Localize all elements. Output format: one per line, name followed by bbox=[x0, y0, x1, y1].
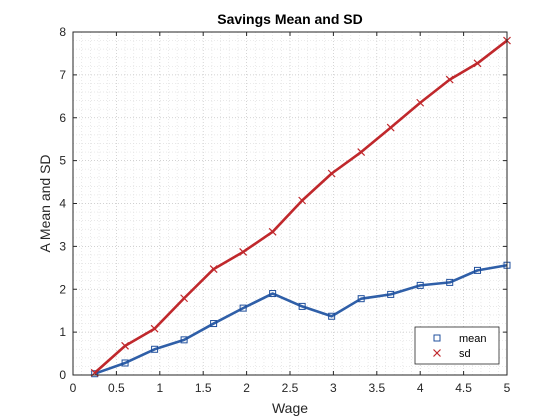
data-point-mean bbox=[121, 359, 129, 367]
data-point-sd bbox=[180, 294, 189, 303]
data-point-mean bbox=[210, 320, 218, 328]
legend-mean-label: mean bbox=[459, 333, 487, 345]
x-marker-stroke bbox=[357, 148, 366, 156]
data-point-mean bbox=[151, 345, 159, 353]
x-marker-stroke bbox=[180, 294, 189, 303]
series-layer bbox=[90, 36, 511, 378]
x-marker-stroke bbox=[327, 169, 336, 178]
x-marker-stroke bbox=[445, 75, 454, 84]
x-tick-label: 1 bbox=[156, 381, 163, 395]
y-tick-label: 0 bbox=[59, 368, 66, 382]
data-point-mean bbox=[446, 278, 454, 286]
data-point-sd bbox=[268, 227, 277, 236]
legend-box bbox=[414, 326, 500, 365]
x-axis-title: Wage bbox=[272, 400, 308, 416]
legend-mean-marker bbox=[433, 334, 441, 342]
data-point-mean bbox=[387, 290, 395, 298]
legend: mean sd bbox=[414, 326, 500, 365]
x-tick-label: 2.5 bbox=[282, 381, 299, 395]
x-marker-stroke bbox=[473, 59, 482, 68]
y-tick-label: 4 bbox=[59, 197, 66, 211]
data-point-mean bbox=[298, 302, 306, 310]
x-marker-stroke bbox=[209, 265, 218, 274]
y-tick-label: 3 bbox=[59, 239, 66, 253]
data-point-sd bbox=[298, 196, 307, 205]
data-point-sd bbox=[239, 248, 248, 256]
y-tick-label: 8 bbox=[59, 25, 66, 39]
data-point-mean bbox=[180, 336, 188, 344]
x-marker-stroke bbox=[150, 324, 159, 333]
x-tick-label: 0.5 bbox=[108, 381, 125, 395]
x-marker-stroke bbox=[386, 123, 395, 132]
y-tick-label: 7 bbox=[59, 68, 66, 82]
series-line-mean bbox=[94, 263, 508, 375]
data-point-sd bbox=[121, 341, 130, 350]
x-marker-stroke bbox=[268, 227, 277, 236]
data-point-sd bbox=[416, 98, 425, 107]
x-tick-label: 1.5 bbox=[195, 381, 212, 395]
data-point-sd bbox=[150, 324, 159, 333]
chart-title: Savings Mean and SD bbox=[217, 11, 362, 27]
legend-sd-label: sd bbox=[459, 348, 471, 360]
x-tick-label: 3.5 bbox=[368, 381, 385, 395]
x-tick-label: 5 bbox=[504, 381, 511, 395]
x-tick-label: 0 bbox=[70, 381, 77, 395]
data-point-sd bbox=[327, 169, 336, 178]
y-axis-title: A Mean and SD bbox=[37, 154, 53, 252]
x-tick-label: 4 bbox=[417, 381, 424, 395]
legend-sd-cross bbox=[433, 349, 441, 357]
data-point-mean bbox=[473, 266, 481, 274]
y-tick-label: 5 bbox=[59, 154, 66, 168]
ticks: 0 0.5 1 1.5 2 2.5 3 3.5 4 4.5 5 0 1 2 3 4 5 6 7 8 bbox=[59, 25, 510, 395]
data-point-sd bbox=[473, 59, 482, 68]
data-point-mean bbox=[328, 312, 336, 320]
data-point-sd bbox=[209, 265, 218, 274]
data-point-sd bbox=[357, 148, 366, 156]
y-tick-label: 6 bbox=[59, 111, 66, 125]
y-tick-label: 1 bbox=[59, 325, 66, 339]
x-tick-label: 2 bbox=[243, 381, 250, 395]
data-point-mean bbox=[357, 295, 365, 303]
legend-mean-square bbox=[433, 334, 441, 342]
x-marker-stroke bbox=[416, 98, 425, 107]
data-point-mean bbox=[91, 370, 99, 378]
data-point-mean bbox=[416, 281, 424, 289]
data-point-sd bbox=[445, 75, 454, 84]
x-marker-stroke bbox=[433, 349, 441, 357]
data-point-mean bbox=[269, 290, 277, 298]
y-tick-label: 2 bbox=[59, 282, 66, 296]
grid bbox=[73, 32, 507, 375]
legend-sd-marker bbox=[433, 349, 441, 357]
x-marker-stroke bbox=[239, 248, 248, 256]
x-marker-stroke bbox=[298, 196, 307, 205]
x-tick-label: 3 bbox=[330, 381, 337, 395]
x-marker-stroke bbox=[121, 341, 130, 350]
data-point-sd bbox=[386, 123, 395, 132]
x-tick-label: 4.5 bbox=[455, 381, 472, 395]
data-point-mean bbox=[239, 304, 247, 312]
